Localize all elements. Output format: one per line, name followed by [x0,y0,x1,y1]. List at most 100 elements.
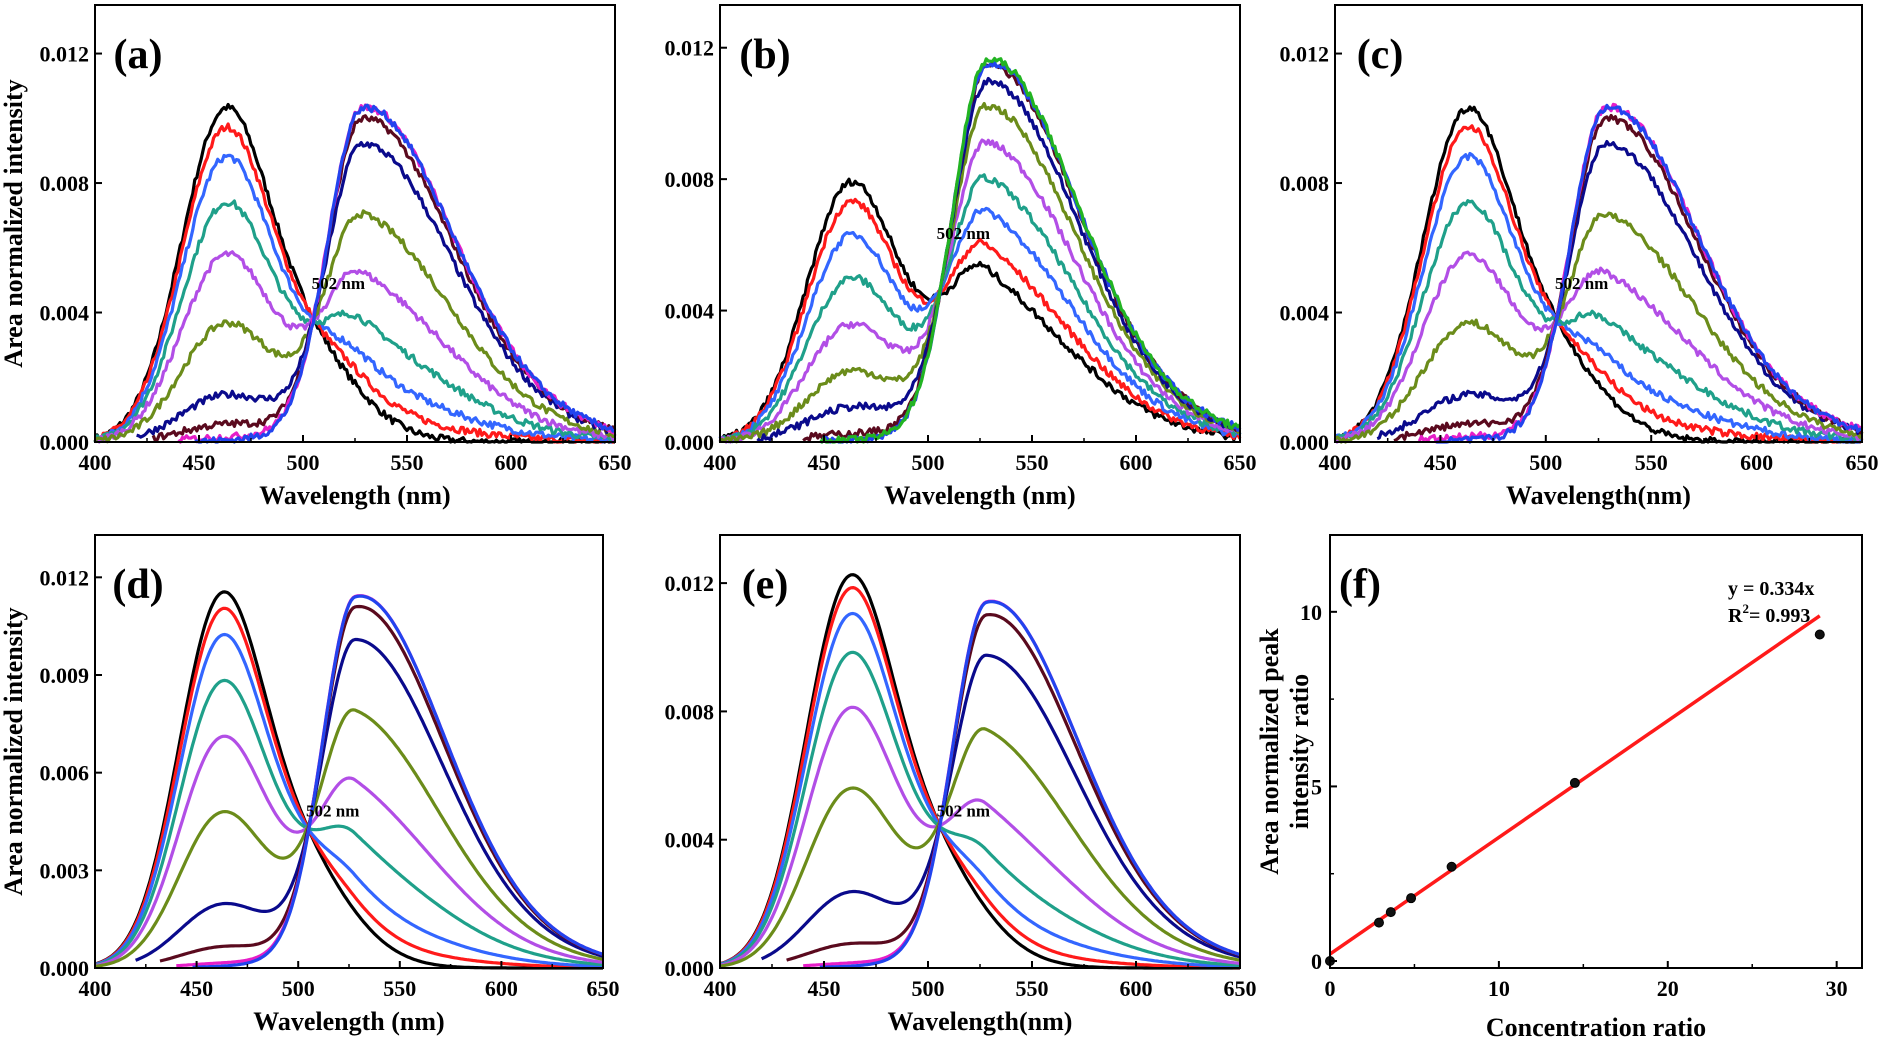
y-tick-label: 5 [1311,774,1322,799]
panel-letter: (f) [1339,562,1381,608]
y-axis-title-line2: intensity ratio [1285,674,1314,829]
isosbestic-label: 502 nm [937,224,990,243]
panel-a: 400 450 500 550 600 650 0.000 0.004 0.008 0.012 Wa… [0,4,632,510]
series-line [94,632,603,968]
series-line [719,611,1241,969]
series-line [1334,105,1863,444]
y-tick-label: 0.012 [40,42,90,67]
y-tick-label: 0.012 [665,36,715,61]
series-line [1393,113,1863,443]
y-tick-label: 0.000 [665,430,715,455]
y-tick-label: 10 [1300,600,1322,625]
y-tick-label: 0 [1311,949,1322,974]
panel-b: 400 450 500 550 600 650 0.000 0.004 0.008 0.012 Wa… [665,4,1257,510]
x-tick-label: 550 [1016,450,1049,475]
x-tick-label: 550 [383,976,416,1001]
series-line [1333,124,1864,444]
x-tick-label: 500 [912,976,945,1001]
r2-prefix: R [1728,605,1743,627]
y-tick-label: 0.003 [40,858,90,883]
series-line [1334,199,1863,443]
x-tick-label: 450 [808,450,841,475]
series-line [94,678,604,967]
series-line [1333,250,1863,444]
x-tick-label: 650 [599,450,632,475]
x-tick-label: 500 [282,976,315,1001]
y-tick-label: 0.004 [1280,301,1330,326]
y-axis-title: Area normalized intensity [0,607,28,895]
y-tick-label: 0.004 [665,299,715,324]
r2-superscript: 2 [1742,601,1749,616]
y-tick-label: 0.008 [40,171,90,196]
y-tick-label: 0.009 [40,663,90,688]
x-tick-label: 650 [1224,450,1257,475]
x-tick-label: 600 [1120,450,1153,475]
series-line [194,103,616,444]
series-line [819,600,1241,969]
x-tick-label: 550 [1016,976,1049,1001]
series-line [803,599,1241,968]
x-tick-label: 550 [1635,450,1668,475]
x-tick-label: 600 [1120,976,1153,1001]
series-line [1436,103,1863,444]
series-line [135,637,604,962]
series-line [93,102,615,444]
x-tick-label: 400 [704,450,737,475]
x-tick-label: 450 [808,976,841,1001]
data-point [1814,629,1825,640]
isosbestic-label: 502 nm [937,801,990,820]
series-line [94,153,617,444]
series-line [786,613,1241,962]
x-tick-label: 500 [912,450,945,475]
series-line [719,727,1241,968]
series-line [718,197,1242,443]
y-tick-label: 0.008 [1280,171,1330,196]
x-tick-label: 550 [391,450,424,475]
series-line [93,122,616,444]
series-line [719,177,1241,442]
y-tick-label: 0.000 [1280,430,1330,455]
series-line [719,650,1241,967]
y-tick-label: 0.000 [665,956,715,981]
panel-d: 400 450 500 550 600 650 0.000 0.003 0.006 0.009 0.… [0,534,620,1036]
x-axis-title: Wavelength(nm) [888,1007,1073,1036]
panel-c: 400 450 500 550 600 650 0.000 0.004 0.008 0.012 Wa… [1280,4,1879,510]
data-point [1446,861,1457,872]
series-line [94,606,603,969]
y-tick-label: 0.000 [40,430,90,455]
fit-equation: y = 0.334x [1728,578,1814,600]
y-tick-label: 0.004 [40,301,90,326]
x-tick-label: 30 [1826,976,1848,1001]
data-point [1406,893,1417,904]
series-line [1334,151,1863,444]
series-line [177,103,616,444]
x-tick-label: 500 [287,450,320,475]
series-line [1376,140,1863,441]
series-line [93,199,616,443]
x-tick-label: 400 [704,976,737,1001]
x-axis-title: Wavelength (nm) [259,481,450,510]
series-line [718,138,1241,444]
isosbestic-label: 502 nm [306,801,359,820]
y-tick-label: 0.000 [40,956,90,981]
y-tick-label: 0.012 [665,571,715,596]
series-line [718,173,1242,444]
plot-frame [94,4,616,443]
fit-r-squared: R2= 0.993 [1728,601,1810,627]
panel-e: 400 450 500 550 600 650 0.000 0.004 0.008 0.012 Wa… [665,534,1257,1036]
y-axis-title-line1: Area normalized peak [1255,628,1284,875]
series-line [159,604,604,963]
series-line [94,708,604,968]
data-point [1569,777,1580,788]
x-tick-label: 600 [495,450,528,475]
panel-letter: (a) [114,32,163,78]
isosbestic-label: 502 nm [312,274,365,293]
series-line [94,734,604,968]
y-tick-label: 0.012 [1280,42,1330,67]
series-line [94,250,617,444]
y-tick-label: 0.006 [40,761,90,786]
y-tick-label: 0.008 [665,167,715,192]
series-line [718,101,1241,444]
series-line [192,594,604,969]
series-line [818,56,1242,444]
